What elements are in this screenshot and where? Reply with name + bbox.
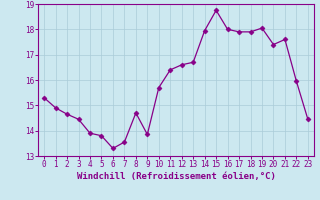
X-axis label: Windchill (Refroidissement éolien,°C): Windchill (Refroidissement éolien,°C) <box>76 172 276 181</box>
